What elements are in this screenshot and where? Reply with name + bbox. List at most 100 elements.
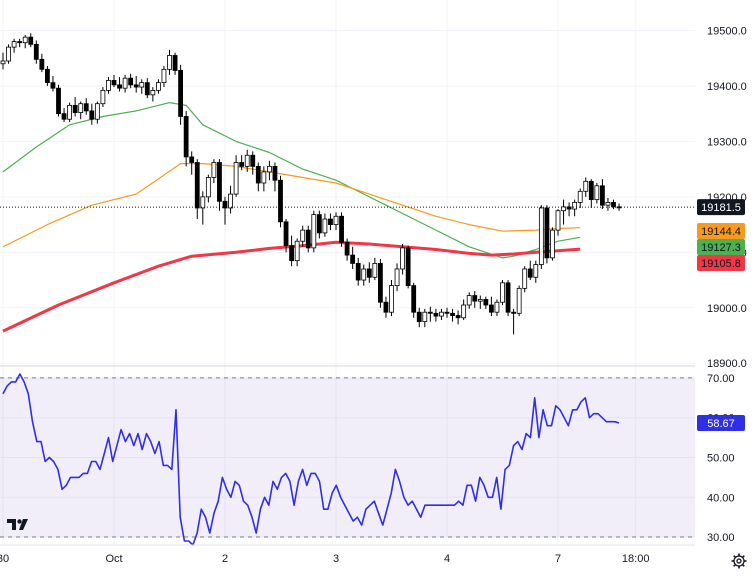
candle[interactable] (189, 151, 195, 175)
candle[interactable] (366, 262, 372, 283)
candle[interactable] (394, 263, 400, 292)
candle[interactable] (405, 245, 411, 289)
candle[interactable] (0, 52, 6, 70)
candle[interactable] (194, 159, 200, 220)
candle[interactable] (144, 78, 150, 99)
candle[interactable] (377, 258, 383, 308)
candle[interactable] (6, 44, 11, 64)
candle[interactable] (128, 73, 134, 89)
candle[interactable] (483, 296, 489, 309)
candle[interactable] (167, 49, 172, 75)
candle[interactable] (594, 183, 600, 204)
candle[interactable] (222, 196, 228, 225)
candle[interactable] (538, 205, 544, 269)
candle[interactable] (427, 306, 433, 322)
candle[interactable] (511, 308, 517, 335)
candle[interactable] (56, 84, 61, 117)
candle[interactable] (555, 209, 561, 236)
candle[interactable] (455, 310, 461, 325)
tradingview-logo-icon[interactable] (6, 516, 32, 534)
candle[interactable] (83, 98, 89, 115)
candle[interactable] (383, 296, 389, 318)
candle[interactable] (178, 64, 184, 125)
candle[interactable] (433, 308, 439, 322)
candle[interactable] (461, 299, 467, 320)
candle[interactable] (611, 199, 616, 210)
candle[interactable] (172, 52, 178, 75)
price-axis[interactable]: 19500.019400.019300.019200.019100.019000… (707, 26, 747, 371)
candle[interactable] (272, 162, 278, 192)
candle[interactable] (439, 308, 444, 320)
candle[interactable] (244, 149, 250, 172)
candle[interactable] (211, 159, 217, 183)
candle[interactable] (450, 308, 455, 322)
candle[interactable] (117, 77, 122, 92)
candle[interactable] (600, 179, 605, 210)
candle[interactable] (616, 203, 622, 211)
candle[interactable] (228, 185, 233, 214)
candle[interactable] (522, 266, 528, 293)
time-axis[interactable]: 30 Oct 2 3 4 7 18:00 (0, 553, 649, 565)
candle[interactable] (72, 97, 78, 117)
candle[interactable] (289, 235, 295, 267)
candle[interactable] (516, 285, 522, 317)
candle[interactable] (416, 307, 422, 328)
candle[interactable] (261, 166, 267, 192)
settings-gear-icon[interactable] (731, 553, 747, 569)
candle[interactable] (266, 160, 272, 181)
candle[interactable] (161, 65, 167, 88)
candle[interactable] (183, 110, 189, 167)
candle[interactable] (466, 292, 472, 309)
candle[interactable] (133, 75, 139, 93)
candle[interactable] (411, 282, 417, 318)
candle[interactable] (372, 257, 378, 281)
candle[interactable] (255, 162, 261, 192)
candle[interactable] (316, 210, 322, 239)
candle[interactable] (278, 175, 283, 228)
candle[interactable] (139, 79, 145, 94)
candle[interactable] (311, 210, 317, 253)
candle[interactable] (561, 199, 566, 225)
candle[interactable] (250, 151, 256, 175)
candle[interactable] (328, 213, 333, 231)
candle[interactable] (494, 299, 500, 317)
candle[interactable] (300, 225, 306, 247)
candle[interactable] (61, 108, 67, 122)
candle[interactable] (45, 65, 50, 86)
candle[interactable] (400, 244, 406, 275)
candle[interactable] (28, 33, 34, 48)
candle[interactable] (200, 191, 206, 225)
candle[interactable] (100, 87, 106, 108)
candle[interactable] (50, 75, 56, 92)
candle[interactable] (472, 291, 478, 308)
candle[interactable] (239, 155, 245, 171)
candle[interactable] (283, 219, 289, 253)
candle[interactable] (39, 53, 45, 73)
candle[interactable] (444, 307, 450, 318)
candle[interactable] (350, 246, 356, 269)
candle[interactable] (33, 40, 39, 64)
candle[interactable] (583, 177, 589, 197)
candle[interactable] (477, 295, 483, 309)
candle[interactable] (305, 225, 311, 253)
candle[interactable] (322, 213, 328, 237)
candle[interactable] (67, 102, 72, 122)
candle[interactable] (488, 296, 494, 317)
candle[interactable] (233, 155, 239, 197)
candle[interactable] (22, 34, 28, 49)
candle[interactable] (588, 179, 594, 208)
candle[interactable] (544, 205, 550, 264)
candle[interactable] (89, 103, 95, 125)
candle[interactable] (533, 260, 539, 283)
candle[interactable] (106, 77, 111, 94)
candle[interactable] (422, 308, 428, 328)
candle[interactable] (550, 227, 555, 261)
candle[interactable] (566, 202, 572, 217)
candle[interactable] (94, 101, 100, 124)
candle[interactable] (605, 197, 611, 211)
candle[interactable] (333, 212, 339, 231)
candle[interactable] (505, 280, 511, 317)
candle[interactable] (205, 174, 211, 203)
